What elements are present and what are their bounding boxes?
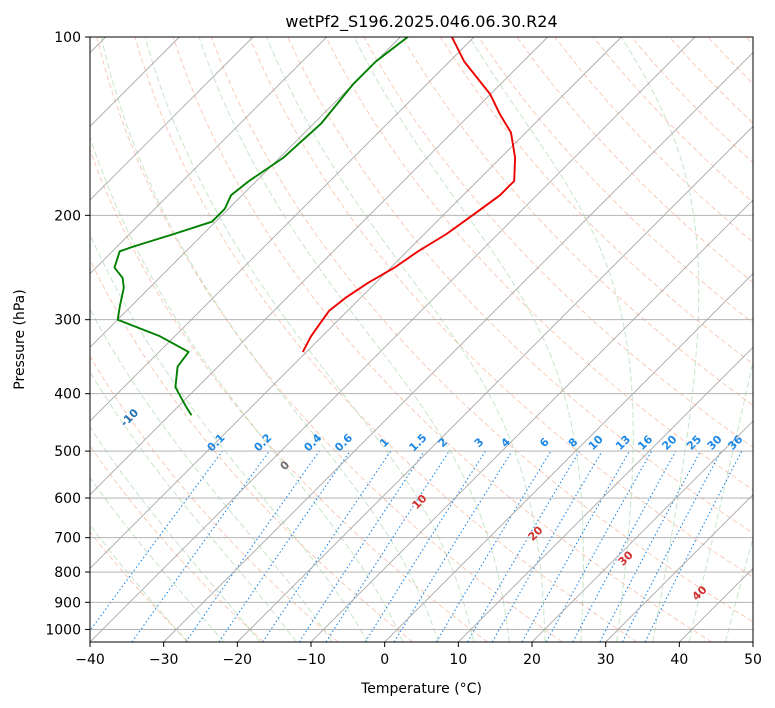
pressure-gridlines — [90, 37, 753, 630]
moist-adiabat — [144, 37, 475, 642]
y-tick-label: 500 — [54, 444, 81, 460]
mixing-ratio-line — [90, 450, 223, 632]
x-axis: −40 −30 −20 −10 0 10 20 30 40 50 — [75, 642, 762, 668]
mixing-ratio-line — [185, 450, 320, 642]
y-tick-label: 300 — [54, 313, 81, 329]
plot-frame — [89, 36, 754, 643]
moist-adiabat — [620, 37, 700, 642]
isotherm — [90, 37, 327, 275]
dry-adiabat — [90, 531, 190, 642]
plot-area: -100-90-80-70-60-50-40-30-20-100.10.20.4… — [90, 37, 753, 642]
dry-adiabat — [516, 37, 753, 284]
mixing-ratio-line — [545, 450, 653, 642]
dry-adiabat — [90, 445, 264, 642]
isotherms — [90, 37, 753, 642]
y-tick-label: 900 — [54, 595, 81, 611]
x-tick-label: −20 — [223, 652, 253, 668]
dry-adiabat — [401, 37, 753, 406]
isotherm — [90, 37, 401, 348]
dry-adiabat — [96, 37, 563, 642]
isotherm — [90, 37, 548, 496]
dry-adiabat — [90, 355, 339, 642]
chart-title: wetPf2_S196.2025.046.06.30.R24 — [285, 12, 557, 32]
moist-adiabat — [90, 476, 225, 642]
isotherm — [310, 199, 753, 642]
isotherm — [90, 37, 254, 201]
mixing-ratio-line — [644, 450, 743, 642]
mixing-ratio-line — [325, 450, 450, 642]
mixing-ratio-line — [572, 450, 677, 642]
profiles — [113, 37, 517, 416]
dry-adiabat — [439, 37, 753, 365]
moist-adiabat — [100, 37, 439, 642]
temperature-profile — [301, 37, 517, 353]
x-axis-label: Temperature (°C) — [360, 681, 482, 697]
mixing-ratio-line — [298, 450, 425, 642]
isotherm — [458, 346, 753, 642]
moist-adiabat — [266, 37, 546, 642]
dry-adiabat — [249, 37, 753, 578]
dry-adiabat — [90, 148, 488, 642]
x-tick-label: 30 — [597, 652, 615, 668]
isotherm — [90, 37, 622, 569]
dewpoint-profile — [113, 37, 409, 416]
moist-adiabat — [90, 370, 297, 642]
y-axis-label: Pressure (hPa) — [12, 289, 28, 389]
mixing-ratio-line — [393, 450, 513, 642]
mixing-ratio-lines — [90, 450, 743, 642]
y-tick-label: 100 — [54, 30, 81, 46]
mixing-ratio-line — [218, 450, 351, 642]
moist-adiabat — [688, 358, 753, 642]
isotherm — [163, 52, 753, 642]
isotherm — [531, 420, 753, 642]
moist-adiabat — [353, 37, 584, 642]
isotherm — [605, 494, 753, 642]
x-tick-label: −40 — [75, 652, 105, 668]
y-tick-label: 700 — [54, 531, 81, 547]
dry-adiabat — [90, 258, 414, 642]
mixing-ratio-line — [262, 450, 392, 642]
dry-adiabat — [172, 37, 712, 642]
isotherm — [384, 273, 753, 642]
y-tick-label: 600 — [54, 491, 81, 507]
dry-adiabat — [325, 37, 753, 491]
y-tick-label: 800 — [54, 565, 81, 581]
dry-adiabat — [210, 37, 753, 623]
x-tick-label: 0 — [380, 652, 389, 668]
moist-adiabat — [90, 232, 369, 642]
y-axis: 100 200 300 400 500 600 700 800 900 1000 — [45, 30, 90, 638]
x-tick-label: −10 — [296, 652, 326, 668]
dry-adiabats — [90, 37, 753, 642]
mixing-ratio-line — [131, 450, 270, 642]
x-tick-label: 40 — [670, 652, 688, 668]
moist-adiabat — [90, 135, 404, 642]
y-tick-label: 400 — [54, 387, 81, 403]
x-tick-label: −30 — [149, 652, 179, 668]
mixing-ratio-line — [521, 450, 630, 642]
x-tick-label: 10 — [449, 652, 467, 668]
isotherm — [90, 37, 696, 642]
isotherm — [237, 125, 753, 642]
y-tick-label: 1000 — [45, 622, 81, 638]
isotherm — [90, 37, 475, 422]
moist-adiabat — [90, 426, 261, 642]
x-tick-label: 20 — [523, 652, 541, 668]
dry-adiabat — [134, 37, 638, 642]
moist-adiabat — [90, 524, 188, 642]
moist-adiabat — [198, 37, 510, 642]
x-tick-label: 50 — [744, 652, 762, 668]
y-tick-label: 200 — [54, 208, 81, 224]
